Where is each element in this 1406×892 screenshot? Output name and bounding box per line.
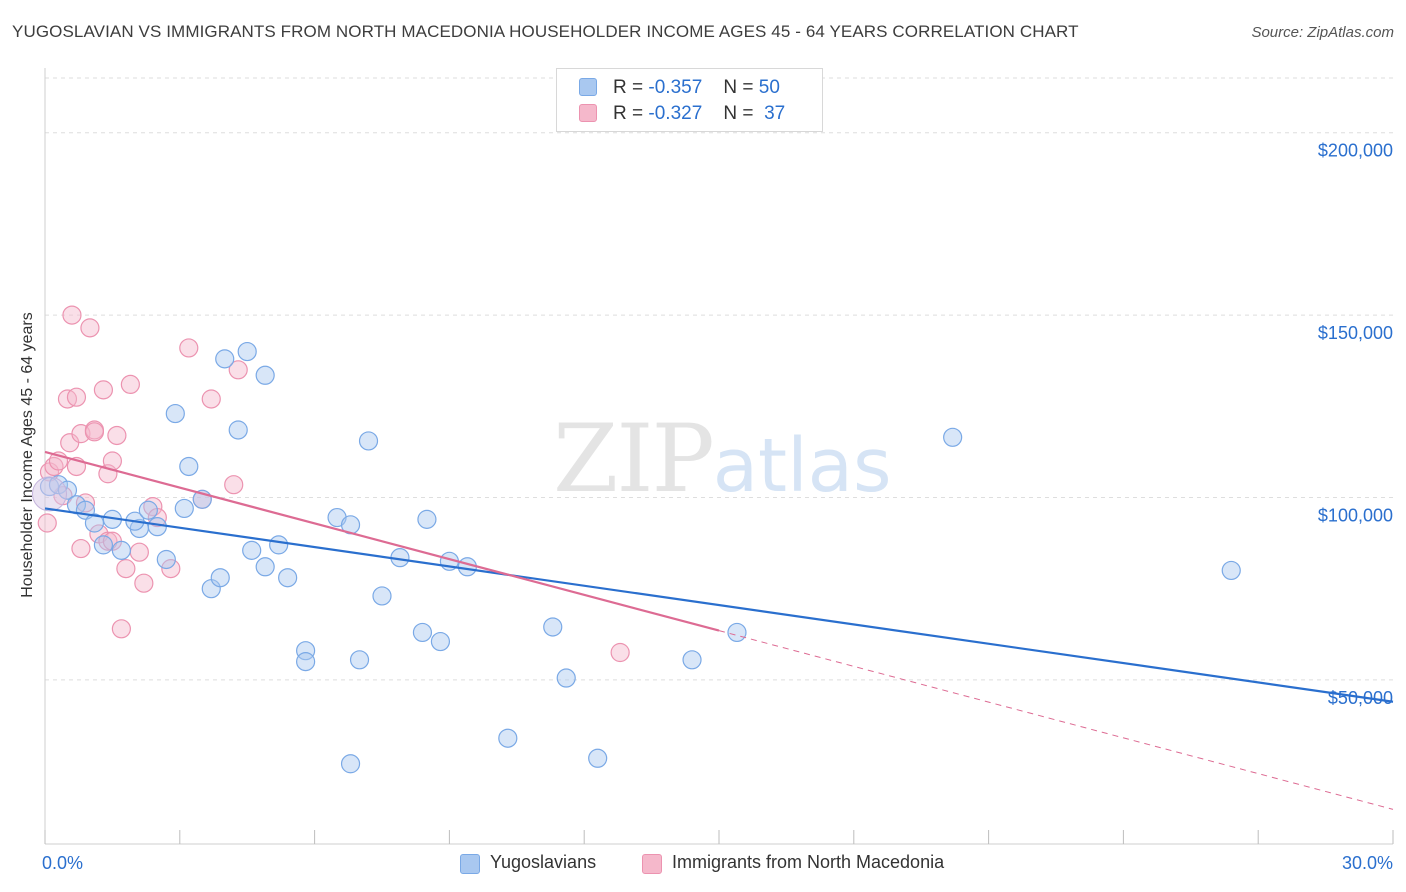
point-yugoslavians <box>174 498 194 519</box>
legend-n-value-yugoslavians: 50 <box>758 77 780 98</box>
legend-r-value-macedonia: -0.327 <box>648 103 703 124</box>
point-macedonia <box>610 642 630 663</box>
point-macedonia <box>62 305 82 325</box>
point-yugoslavians <box>228 420 248 440</box>
legend-swatch-blue <box>579 78 597 96</box>
point-yugoslavians <box>358 431 379 451</box>
point-macedonia <box>116 559 136 579</box>
point-macedonia <box>179 338 199 358</box>
point-yugoslavians <box>296 652 316 672</box>
x-tick-label-start: 0.0% <box>42 853 83 873</box>
legend-swatch-pink <box>579 104 597 122</box>
watermark-atlas: atlas <box>712 423 892 509</box>
point-yugoslavians <box>278 568 298 588</box>
point-yugoslavians <box>269 535 289 555</box>
trendline-macedonia-extension <box>718 630 1394 810</box>
point-macedonia <box>228 360 248 380</box>
point-macedonia <box>66 387 87 407</box>
chart-title: YUGOSLAVIAN VS IMMIGRANTS FROM NORTH MAC… <box>12 22 1079 41</box>
legend-r-label: R = <box>613 77 644 98</box>
point-yugoslavians <box>412 622 433 643</box>
point-macedonia <box>120 374 140 394</box>
trendline-macedonia <box>44 450 720 632</box>
point-yugoslavians <box>556 668 576 688</box>
point-macedonia <box>37 513 57 533</box>
correlation-legend: R = -0.357 N = 50 R = -0.327 N = 37 <box>556 68 823 132</box>
x-tick-label-end: 30.0% <box>1342 853 1393 873</box>
point-yugoslavians <box>93 535 114 555</box>
point-yugoslavians <box>543 617 563 637</box>
point-yugoslavians <box>1221 560 1241 581</box>
point-yugoslavians <box>349 650 370 670</box>
point-macedonia <box>201 389 221 409</box>
point-yugoslavians <box>255 557 275 577</box>
point-yugoslavians <box>156 549 176 570</box>
point-yugoslavians <box>111 540 131 560</box>
point-macedonia <box>134 573 154 593</box>
point-yugoslavians <box>210 568 230 588</box>
point-macedonia <box>93 380 114 400</box>
point-yugoslavians <box>588 748 608 768</box>
point-yugoslavians <box>147 517 167 537</box>
y-tick-label: $150,000 <box>1318 323 1393 343</box>
legend-r-label: R = <box>613 103 644 124</box>
point-yugoslavians <box>457 557 477 577</box>
point-yugoslavians <box>165 403 185 424</box>
point-yugoslavians <box>242 540 262 560</box>
point-yugoslavians <box>727 622 747 643</box>
point-yugoslavians <box>296 641 316 661</box>
source-label: Source: ZipAtlas.com <box>1251 24 1394 41</box>
y-tick-label: $200,000 <box>1318 141 1393 161</box>
point-yugoslavians <box>430 631 451 652</box>
y-tick-label: $100,000 <box>1318 505 1393 525</box>
point-macedonia <box>84 422 105 442</box>
bottom-legend-swatch-blue <box>460 854 480 874</box>
point-yugoslavians <box>682 650 702 670</box>
point-yugoslavians <box>417 509 437 529</box>
watermark-zip: ZIP <box>553 405 715 514</box>
legend-n-label: N = <box>723 103 754 124</box>
trendline-yugoslavians <box>44 507 1394 703</box>
point-macedonia <box>111 619 131 639</box>
legend-n-value-macedonia: 37 <box>764 103 786 124</box>
point-macedonia <box>129 542 149 562</box>
bottom-legend-label-yugoslavians: Yugoslavians <box>490 852 597 872</box>
bottom-legend-swatch-pink <box>642 854 662 874</box>
point-macedonia <box>80 318 100 338</box>
point-yugoslavians <box>340 754 361 774</box>
legend-r-value-yugoslavians: -0.357 <box>648 77 703 98</box>
point-yugoslavians <box>943 427 963 447</box>
bottom-legend: Yugoslavians Immigrants from North Maced… <box>0 852 1406 878</box>
point-cluster-large <box>31 476 67 512</box>
point-macedonia <box>224 475 244 495</box>
bottom-legend-label-macedonia: Immigrants from North Macedonia <box>672 852 945 872</box>
point-yugoslavians <box>215 349 235 369</box>
point-yugoslavians <box>179 456 199 477</box>
point-yugoslavians <box>138 500 158 520</box>
point-yugoslavians <box>372 586 392 606</box>
point-macedonia <box>161 559 181 579</box>
point-yugoslavians <box>237 341 257 362</box>
point-yugoslavians <box>498 728 518 748</box>
point-macedonia <box>107 425 127 446</box>
point-yugoslavians <box>84 513 105 533</box>
watermark: ZIPatlas <box>553 405 892 514</box>
legend-n-label: N = <box>723 77 754 98</box>
point-macedonia <box>71 538 91 559</box>
point-yugoslavians <box>255 365 275 385</box>
